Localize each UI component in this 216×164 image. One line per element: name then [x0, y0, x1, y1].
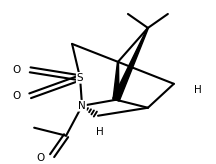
Polygon shape [113, 62, 119, 100]
Polygon shape [113, 28, 148, 101]
Text: O: O [12, 91, 20, 101]
Text: N: N [78, 101, 86, 111]
Text: H: H [194, 85, 202, 95]
Text: S: S [77, 73, 83, 83]
Text: O: O [12, 65, 20, 75]
Text: O: O [36, 153, 44, 163]
Text: H: H [96, 127, 104, 137]
